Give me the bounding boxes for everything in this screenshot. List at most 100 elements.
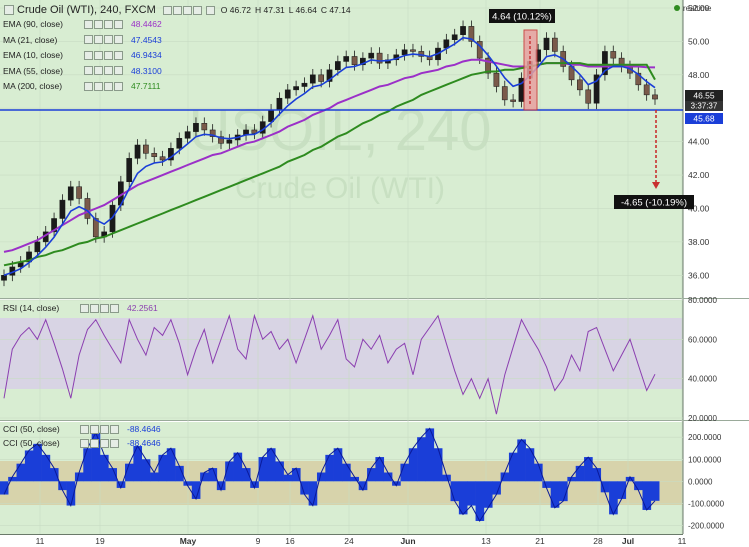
y-tick-label: -200.0000 [688, 521, 725, 530]
x-tick-label: 19 [95, 536, 105, 546]
settings-icon[interactable] [84, 19, 93, 29]
rsi-label: RSI (14, close) [3, 303, 60, 313]
cci-bar [400, 463, 410, 482]
remove-icon[interactable] [104, 35, 113, 44]
rsi-more-icon[interactable] [110, 303, 119, 313]
indicator-row: EMA (90, close) 48.4462 [3, 18, 162, 30]
cci-bar [350, 476, 360, 482]
rsi-format-icon[interactable] [90, 303, 99, 313]
cci-line [3, 427, 656, 522]
x-tick-label: 9 [256, 536, 261, 546]
candle-body [251, 129, 258, 134]
candle-body [501, 86, 508, 101]
candle-body [460, 26, 466, 35]
cci-value: -88.4646 [127, 438, 161, 448]
cci-remove-icon[interactable] [100, 438, 109, 448]
candle-body [159, 156, 166, 161]
y-tick-label: 50.00 [688, 36, 710, 46]
candle-body [268, 109, 274, 122]
cci-bar [609, 481, 618, 515]
y-tick-label: 44.00 [688, 137, 710, 147]
format-icon[interactable] [94, 66, 103, 75]
candle-body [184, 131, 191, 139]
more-icon[interactable] [192, 5, 202, 15]
cci-settings-icon[interactable] [80, 424, 89, 434]
rsi-remove-icon[interactable] [100, 303, 109, 313]
cci-bar [584, 457, 593, 482]
cci-bar [642, 481, 652, 510]
remove-icon[interactable] [104, 81, 113, 91]
cci-bar [559, 481, 568, 502]
y-tick-label: 40.00 [688, 203, 710, 213]
cci-settings-icon[interactable] [80, 438, 89, 448]
more-icon[interactable] [114, 19, 123, 29]
cci-bar [99, 454, 109, 482]
format-icon[interactable] [94, 81, 103, 91]
indicator-label: EMA (55, close) [3, 65, 63, 76]
ema-fast-line [3, 36, 656, 277]
candle-body [543, 37, 550, 51]
settings-icon[interactable] [162, 5, 172, 15]
cci-bar [150, 472, 159, 482]
format-icon[interactable] [94, 35, 103, 44]
rsi-band [0, 318, 683, 389]
format-icon[interactable] [94, 50, 103, 60]
settings-icon[interactable] [84, 81, 93, 91]
candle-body [468, 26, 475, 42]
more-icon[interactable] [114, 50, 123, 60]
more-icon[interactable] [114, 81, 123, 91]
cci-bar [342, 463, 351, 482]
candle-body [610, 51, 617, 59]
compare-icon[interactable] [205, 5, 215, 15]
cci-bar [41, 454, 51, 482]
candle-body [134, 144, 141, 159]
cci-histogram [0, 427, 660, 522]
rsi-settings-icon[interactable] [80, 303, 89, 313]
collapse-square-icon[interactable] [4, 5, 14, 15]
y-tick-label: 100.0000 [688, 455, 722, 464]
cci-more-icon[interactable] [110, 438, 119, 448]
cci-bar [592, 468, 602, 482]
x-tick-label: Jul [622, 536, 634, 546]
candle-body [143, 144, 149, 154]
cci-bar [392, 481, 401, 486]
ma-line [3, 62, 656, 267]
cci-remove-icon[interactable] [100, 424, 109, 434]
indicator-value: 48.3100 [131, 65, 162, 76]
cci-bar [200, 472, 209, 482]
cci-more-icon[interactable] [110, 424, 119, 434]
format-icon[interactable] [172, 5, 182, 15]
cci-bar [333, 448, 343, 482]
settings-icon[interactable] [84, 66, 93, 75]
y-tick-label: -100.0000 [688, 499, 725, 508]
remove-icon[interactable] [104, 50, 113, 60]
format-icon[interactable] [94, 19, 103, 29]
indicator-label: EMA (90, close) [3, 19, 63, 29]
cci-bar [275, 461, 284, 482]
cci-format-icon[interactable] [90, 424, 99, 434]
settings-icon[interactable] [84, 50, 93, 60]
candle-body [643, 84, 650, 96]
more-icon[interactable] [114, 66, 123, 75]
cci-format-icon[interactable] [90, 438, 99, 448]
x-tick-label: 11 [678, 536, 687, 546]
y-tick-label: 36.00 [688, 270, 710, 280]
cci-bar [183, 481, 193, 486]
cci-bar [175, 465, 184, 482]
cci-bar [33, 443, 42, 482]
remove-icon[interactable] [104, 19, 113, 29]
remove-icon[interactable] [182, 5, 192, 15]
settings-icon[interactable] [84, 35, 93, 44]
cci-bar [433, 448, 443, 482]
cci-bar [550, 481, 560, 508]
more-icon[interactable] [114, 35, 123, 44]
x-tick-label: May [180, 536, 197, 546]
cci-bar [525, 448, 535, 482]
candle-body [652, 94, 658, 100]
candle-body [276, 97, 283, 111]
candle-body [451, 34, 458, 40]
remove-icon[interactable] [104, 66, 113, 75]
cci-bar [625, 476, 635, 482]
